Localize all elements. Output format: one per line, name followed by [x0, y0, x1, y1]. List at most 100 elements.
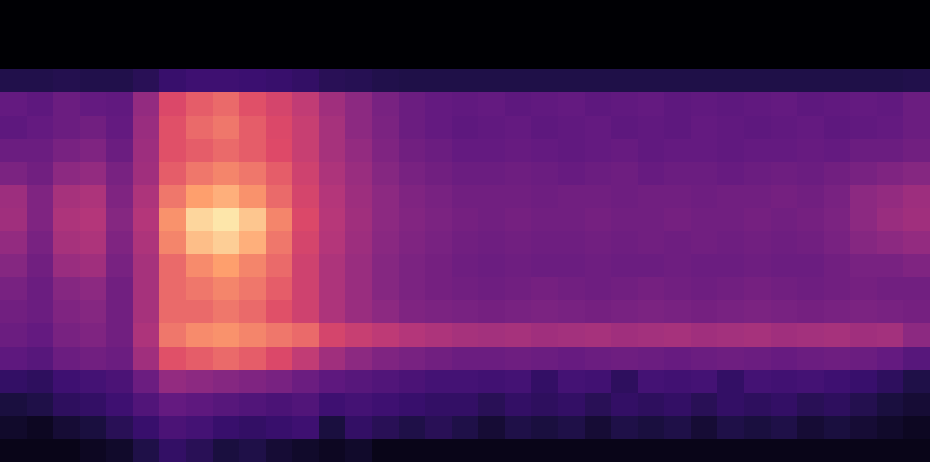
cell — [717, 69, 744, 92]
cell — [824, 0, 850, 23]
cell — [744, 323, 771, 347]
cell — [478, 416, 505, 439]
cell — [505, 0, 531, 23]
cell — [505, 208, 531, 231]
cell — [239, 323, 266, 347]
cell — [133, 23, 159, 46]
cell — [824, 370, 850, 393]
cell — [345, 393, 372, 416]
cell — [505, 347, 531, 370]
cell — [106, 347, 133, 370]
cell — [399, 393, 425, 416]
cell — [425, 185, 452, 208]
cell — [850, 208, 877, 231]
cell — [399, 300, 425, 323]
cell — [27, 116, 53, 139]
cell — [345, 347, 372, 370]
cell — [106, 231, 133, 254]
cell — [213, 185, 239, 208]
cell — [106, 254, 133, 277]
cell — [611, 416, 638, 439]
cell — [744, 277, 771, 300]
cell — [850, 23, 877, 46]
cell — [186, 323, 213, 347]
cell — [0, 439, 27, 462]
cell — [531, 323, 558, 347]
cell — [797, 231, 824, 254]
cell — [691, 185, 717, 208]
cell — [797, 254, 824, 277]
cell — [345, 116, 372, 139]
cell — [266, 185, 292, 208]
cell — [771, 139, 797, 162]
cell — [239, 208, 266, 231]
cell — [239, 300, 266, 323]
cell — [531, 393, 558, 416]
cell — [213, 116, 239, 139]
cell — [159, 277, 186, 300]
cell — [80, 439, 106, 462]
cell — [319, 46, 345, 69]
cell — [850, 277, 877, 300]
cell — [106, 416, 133, 439]
cell — [771, 393, 797, 416]
cell — [80, 69, 106, 92]
cell — [80, 347, 106, 370]
cell — [53, 277, 80, 300]
cell — [53, 0, 80, 23]
cell — [425, 162, 452, 185]
cell — [531, 162, 558, 185]
cell — [903, 92, 930, 116]
cell — [824, 416, 850, 439]
cell — [452, 69, 478, 92]
cell — [213, 370, 239, 393]
cell — [266, 300, 292, 323]
cell — [345, 92, 372, 116]
cell — [558, 208, 585, 231]
cell — [771, 254, 797, 277]
cell — [239, 0, 266, 23]
cell — [744, 116, 771, 139]
cell — [903, 0, 930, 23]
cell — [53, 23, 80, 46]
cell — [717, 0, 744, 23]
cell — [531, 347, 558, 370]
cell — [213, 439, 239, 462]
cell — [585, 139, 611, 162]
cell — [0, 254, 27, 277]
cell — [266, 347, 292, 370]
cell — [213, 416, 239, 439]
cell — [585, 277, 611, 300]
cell — [664, 416, 691, 439]
cell — [744, 162, 771, 185]
cell — [452, 139, 478, 162]
cell — [744, 347, 771, 370]
cell — [824, 208, 850, 231]
cell — [850, 185, 877, 208]
cell — [0, 46, 27, 69]
cell — [717, 439, 744, 462]
cell — [664, 69, 691, 92]
cell — [80, 254, 106, 277]
cell — [399, 416, 425, 439]
cell — [505, 23, 531, 46]
cell — [399, 370, 425, 393]
cell — [53, 370, 80, 393]
cell — [186, 92, 213, 116]
cell — [478, 46, 505, 69]
cell — [133, 347, 159, 370]
cell — [319, 23, 345, 46]
cell — [691, 370, 717, 393]
cell — [186, 416, 213, 439]
cell — [186, 347, 213, 370]
cell — [478, 162, 505, 185]
cell — [558, 393, 585, 416]
cell — [27, 323, 53, 347]
cell — [372, 231, 399, 254]
cell — [53, 416, 80, 439]
cell — [159, 0, 186, 23]
cell — [478, 439, 505, 462]
cell — [611, 162, 638, 185]
cell — [425, 254, 452, 277]
cell — [531, 277, 558, 300]
